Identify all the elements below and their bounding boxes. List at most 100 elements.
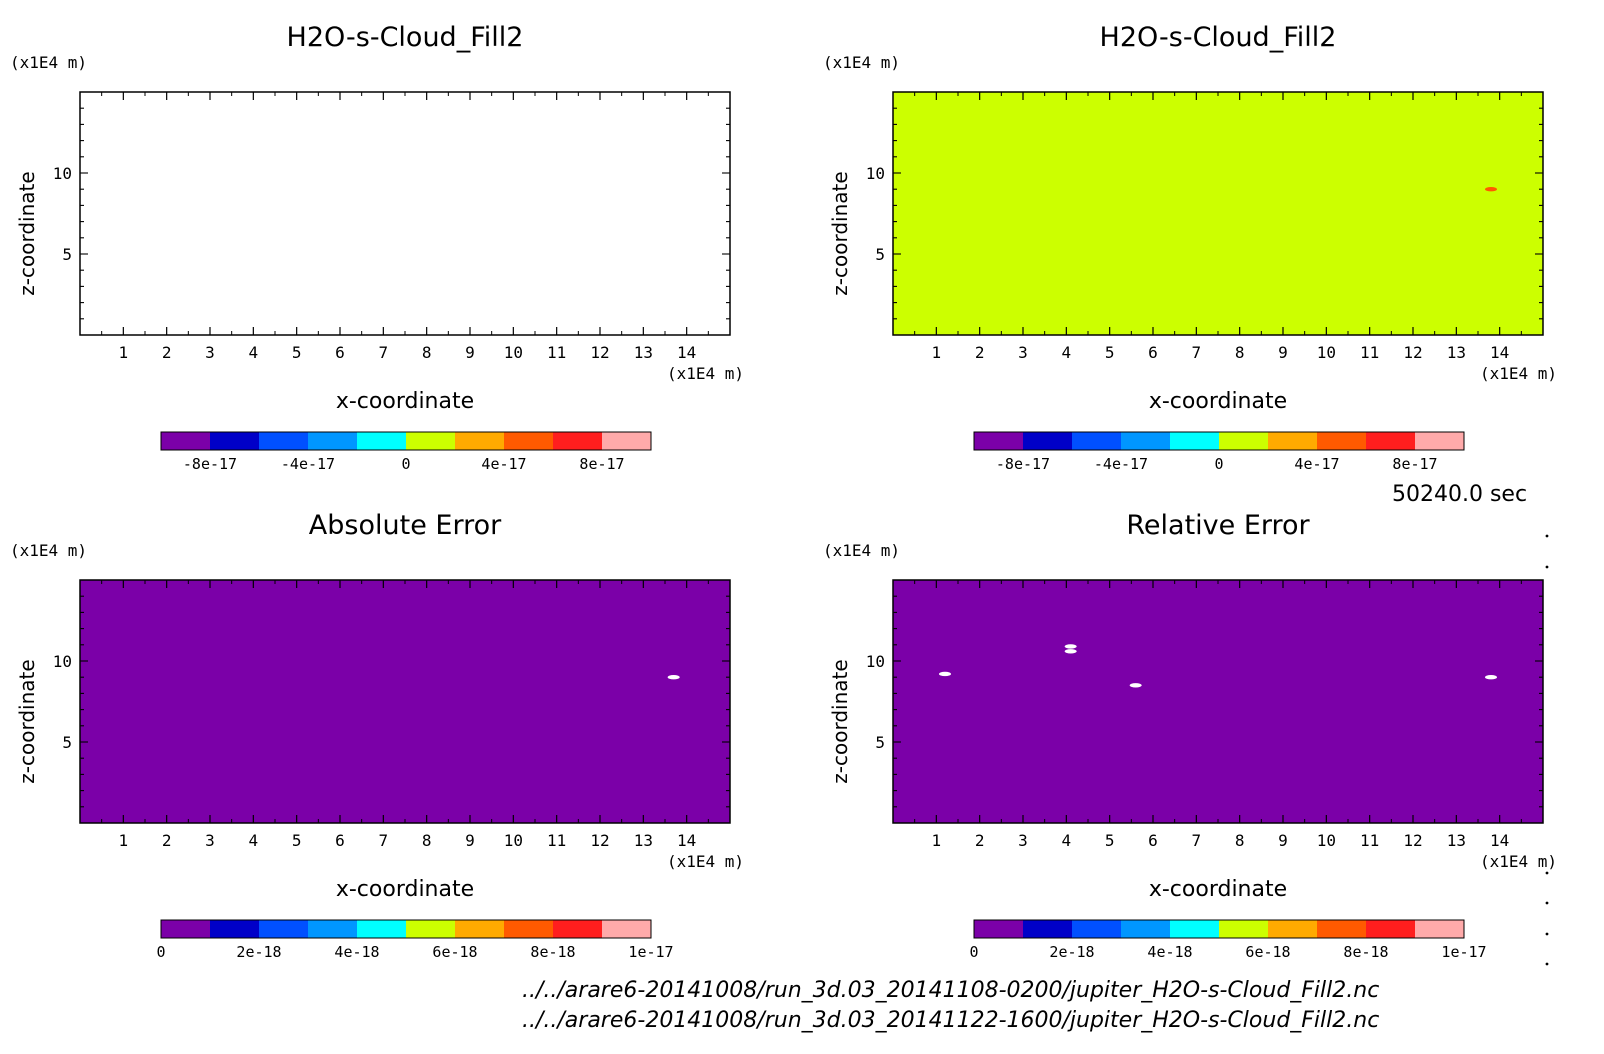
colorbar-frame (160, 431, 652, 451)
colorbar-tick-label: -8e-17 (183, 455, 237, 473)
colorbar-segment (1415, 920, 1464, 938)
y-axis-label: z-coordinate (15, 171, 39, 295)
colorbar-tick-label: 1e-17 (628, 943, 673, 961)
field-spot (939, 671, 951, 677)
colorbar-tick-label: 0 (156, 943, 165, 961)
x-tick-label: 9 (465, 831, 475, 850)
file-path-2: ../../arare6-20141008/run_3d.03_20141122… (522, 1008, 1380, 1033)
y-tick-label: 5 (62, 733, 72, 752)
margin-dot (1545, 901, 1549, 905)
panel-title: H2O-s-Cloud_Fill2 (287, 22, 524, 53)
x-tick-label: 11 (547, 343, 566, 362)
colorbar-tick-label: 4e-18 (1147, 943, 1192, 961)
colorbar-segment (1170, 432, 1219, 450)
plot-field (893, 92, 1543, 335)
x-tick-label: 13 (1447, 831, 1466, 850)
x-tick-label: 4 (249, 831, 259, 850)
colorbar-segment (210, 920, 259, 938)
colorbar-segment (504, 920, 553, 938)
colorbar-segment (1072, 920, 1121, 938)
x-tick-label: 9 (465, 343, 475, 362)
x-tick-label: 6 (1148, 343, 1158, 362)
x-tick-label: 2 (975, 831, 985, 850)
x-unit-label: (x1E4 m) (667, 364, 744, 383)
colorbar-segment (553, 920, 602, 938)
x-tick-label: 12 (590, 343, 609, 362)
x-axis-label: x-coordinate (336, 389, 474, 414)
x-tick-label: 3 (205, 343, 215, 362)
colorbar-frame (973, 919, 1465, 939)
colorbar-segment (974, 432, 1023, 450)
colorbar-tick-label: 4e-18 (334, 943, 379, 961)
margin-dot (1545, 962, 1549, 966)
plot-field (80, 92, 730, 335)
panel-4: Relative Error(x1E4 m)1 2 3 4 5 6 7 8 9 10 11 12 13 1… (823, 510, 1557, 961)
x-tick-label: 4 (1062, 343, 1072, 362)
colorbar-segment (455, 920, 504, 938)
colorbar-tick-label: 8e-18 (1343, 943, 1388, 961)
colorbar-segment (455, 432, 504, 450)
colorbar-segment (602, 920, 651, 938)
x-tick-label: 2 (975, 343, 985, 362)
x-tick-label: 10 (1317, 831, 1336, 850)
colorbar-segment (602, 432, 651, 450)
colorbar-tick-label: 1e-17 (1441, 943, 1486, 961)
x-tick-label: 5 (1105, 343, 1115, 362)
x-tick-label: 10 (1317, 343, 1336, 362)
y-tick-label: 10 (866, 164, 885, 183)
file-path-1: ../../arare6-20141008/run_3d.03_20141108… (522, 978, 1380, 1003)
y-tick-label: 10 (53, 652, 72, 671)
x-tick-label: 11 (1360, 831, 1379, 850)
colorbar-tick-label: 6e-18 (1245, 943, 1290, 961)
x-tick-label: 10 (504, 831, 523, 850)
colorbar-tick-label: 4e-17 (481, 455, 526, 473)
colorbar-frame (160, 919, 652, 939)
x-unit-label: (x1E4 m) (1480, 364, 1557, 383)
colorbar-segment (1317, 432, 1366, 450)
x-tick-label: 14 (677, 831, 696, 850)
x-tick-label: 2 (162, 343, 172, 362)
panel-1: H2O-s-Cloud_Fill2(x1E4 m)1 2 3 4 5 6 7 8 9 10 11 12… (10, 22, 744, 473)
field-spot (1129, 683, 1142, 688)
colorbar-segment (1072, 432, 1121, 450)
colorbar-segment (1170, 920, 1219, 938)
colorbar-segment (308, 432, 357, 450)
colorbar-tick-label: 6e-18 (432, 943, 477, 961)
colorbar-segment (974, 920, 1023, 938)
y-tick-label: 5 (875, 733, 885, 752)
x-tick-label: 8 (422, 343, 432, 362)
x-tick-label: 13 (634, 831, 653, 850)
colorbar-segment (1317, 920, 1366, 938)
field-spot (1064, 649, 1077, 654)
plot-field (80, 580, 730, 823)
colorbar-tick-label: -4e-17 (281, 455, 335, 473)
colorbar-segment (357, 920, 406, 938)
x-tick-label: 13 (634, 343, 653, 362)
x-tick-label: 1 (119, 343, 129, 362)
y-axis-label: z-coordinate (828, 171, 852, 295)
colorbar-tick-label: 2e-18 (1049, 943, 1094, 961)
colorbar-segment (210, 432, 259, 450)
x-tick-label: 7 (1192, 343, 1202, 362)
x-tick-label: 10 (504, 343, 523, 362)
colorbar-segment (406, 920, 455, 938)
margin-dot (1545, 932, 1549, 936)
colorbar-segment (1268, 432, 1317, 450)
field-spot (1485, 187, 1497, 192)
x-axis-label: x-coordinate (336, 877, 474, 902)
margin-dot (1545, 565, 1549, 569)
x-tick-label: 12 (1403, 831, 1422, 850)
x-tick-label: 14 (1490, 343, 1509, 362)
colorbar-segment (161, 432, 210, 450)
margin-dot (1545, 534, 1549, 538)
colorbar-segment (308, 920, 357, 938)
colorbar-segment (1415, 432, 1464, 450)
x-tick-label: 5 (1105, 831, 1115, 850)
x-tick-label: 13 (1447, 343, 1466, 362)
panel-title: Absolute Error (309, 510, 502, 541)
margin-dot (1545, 871, 1549, 875)
y-unit-label: (x1E4 m) (10, 541, 87, 560)
x-tick-label: 11 (1360, 343, 1379, 362)
x-tick-label: 6 (335, 831, 345, 850)
